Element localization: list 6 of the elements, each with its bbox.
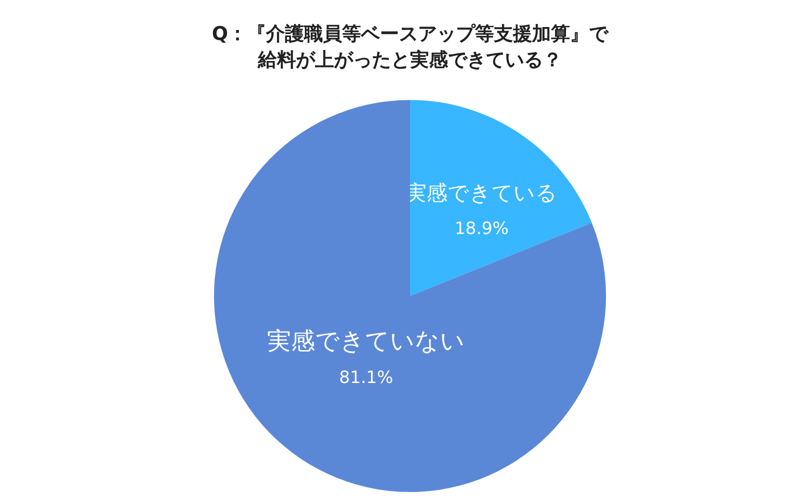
chart-title: Q：『介護職員等ベースアップ等支援加算』で給料が上がったと実感できている？ [212, 23, 610, 71]
data-label: 18.9% [454, 218, 509, 239]
data-label: 81.1% [339, 368, 394, 388]
slice-label: 実感できていない [267, 326, 466, 355]
pie-slice [214, 100, 606, 492]
pie-slice [410, 100, 592, 296]
